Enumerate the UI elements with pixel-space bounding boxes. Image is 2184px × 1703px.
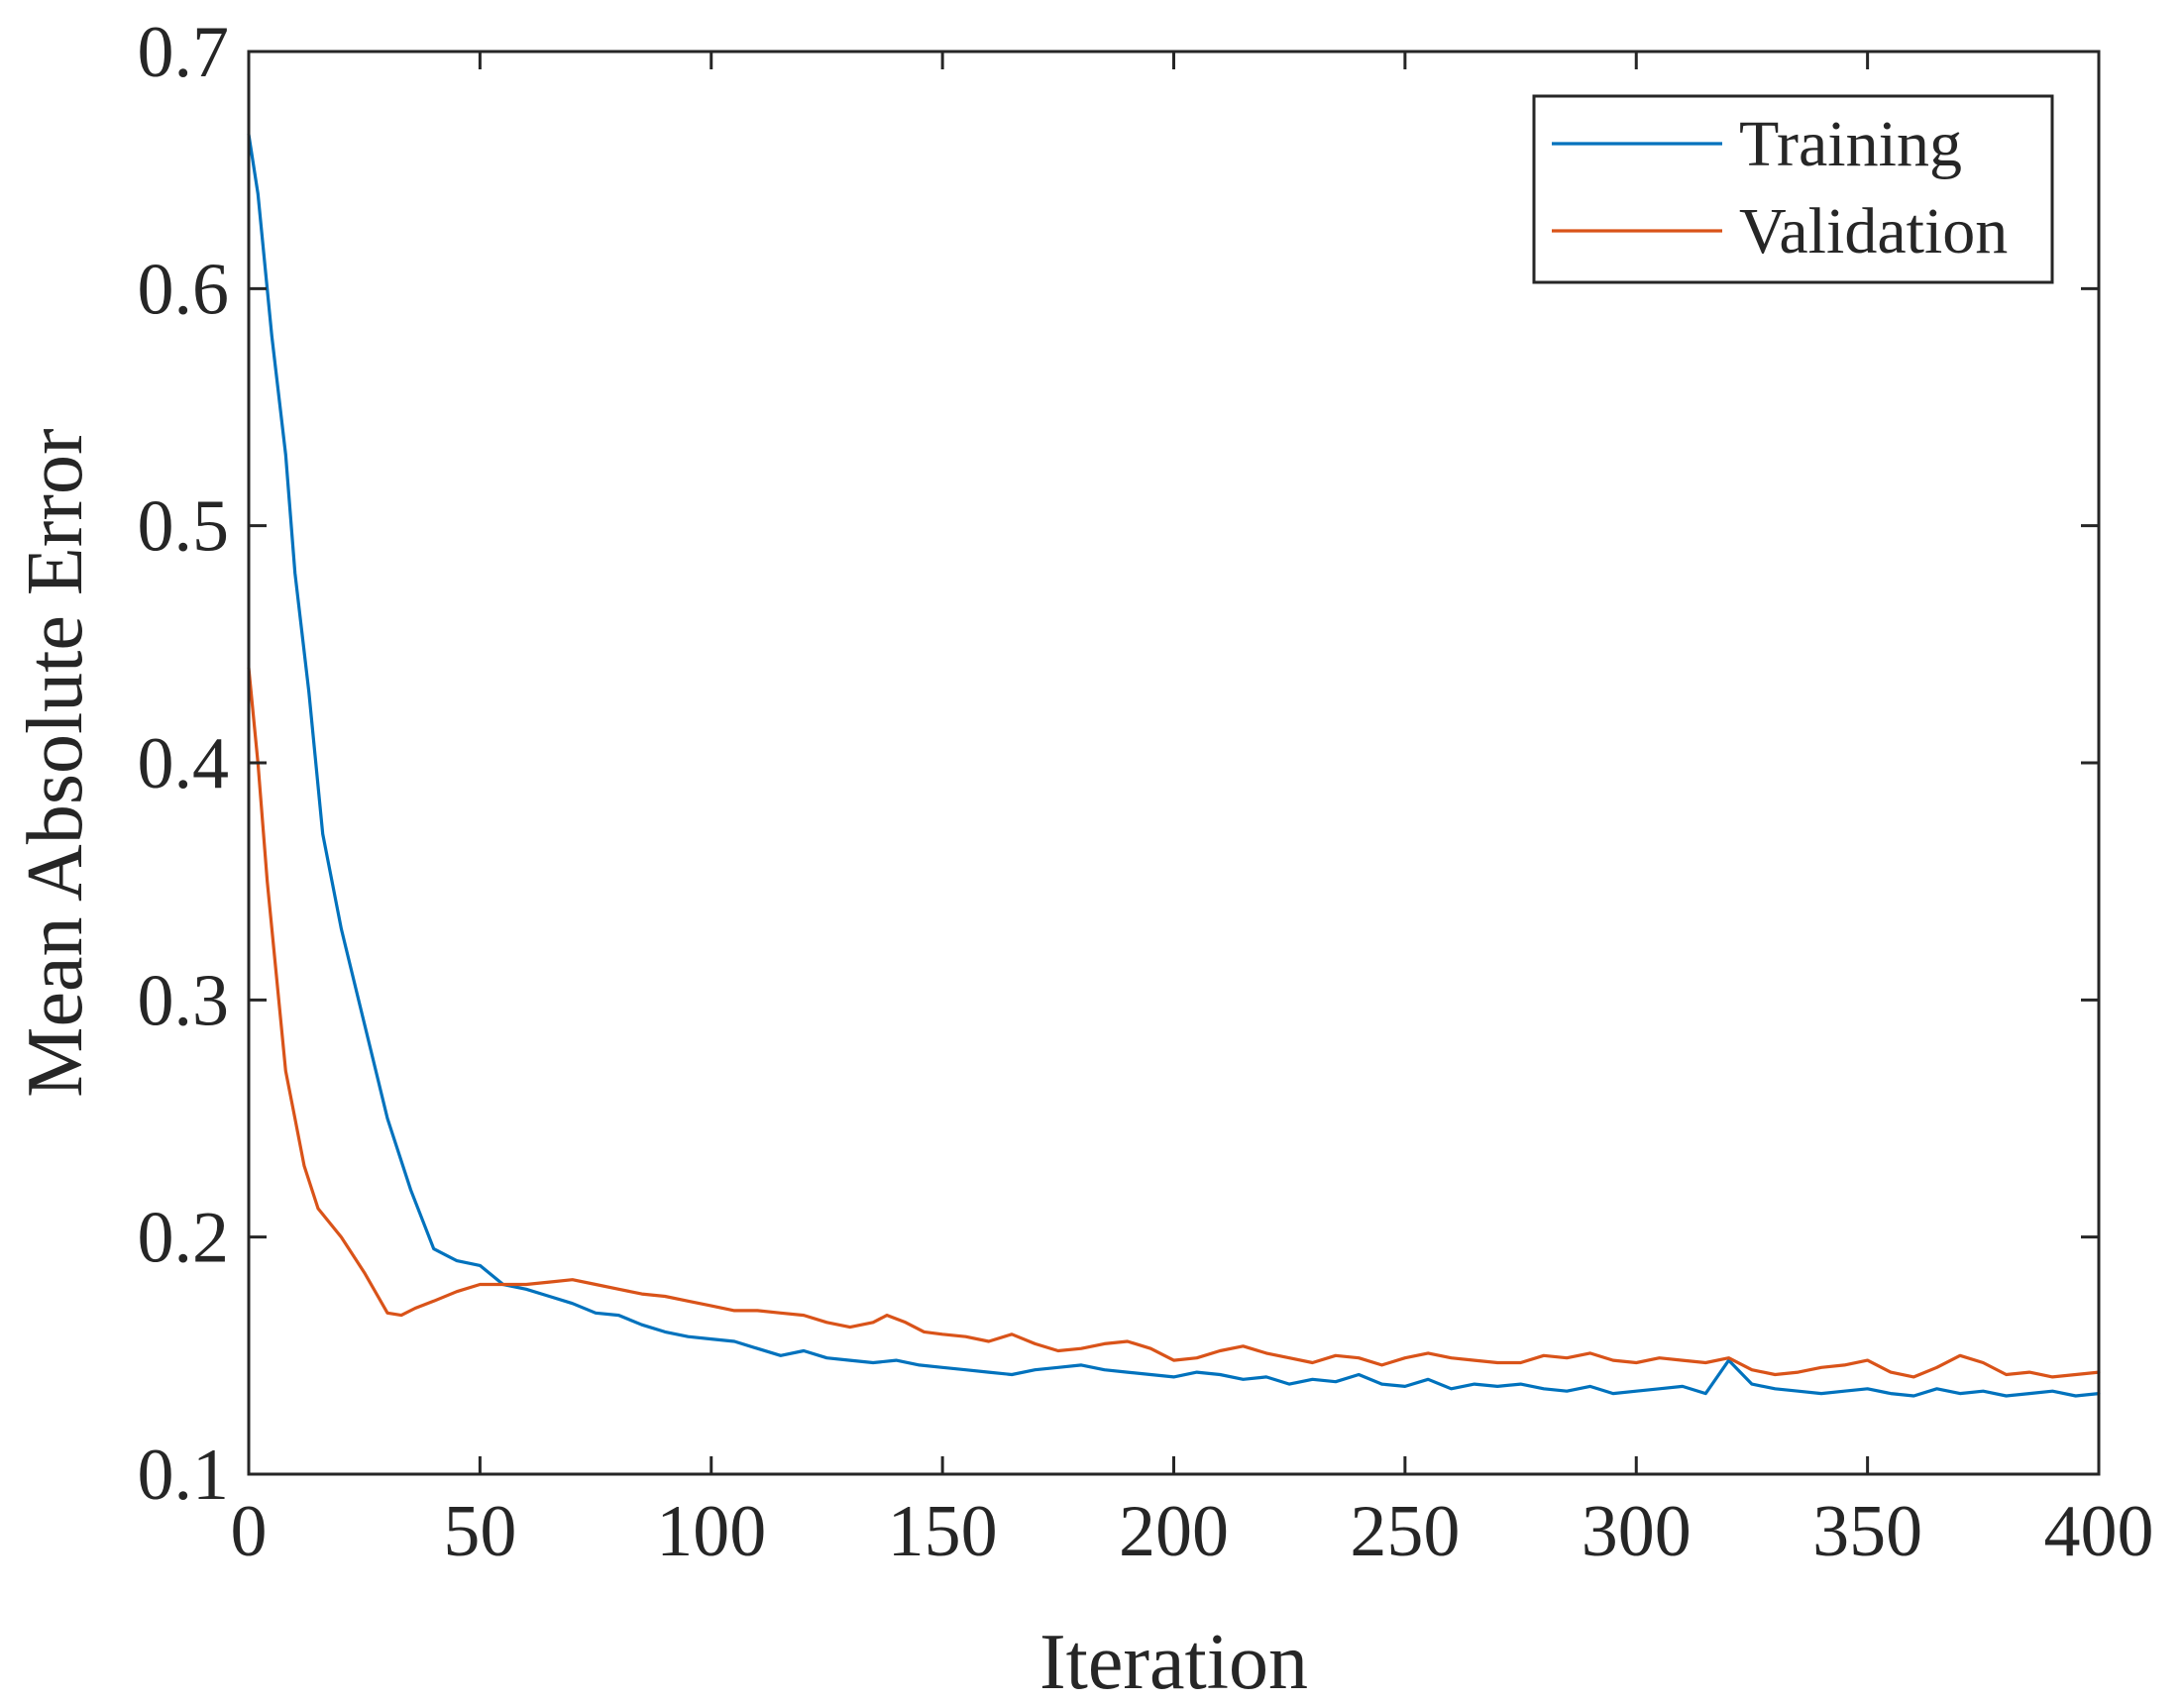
x-tick-label: 50 [443, 1491, 516, 1572]
series-line-training [247, 133, 2101, 1398]
x-tick-label: 250 [1350, 1491, 1460, 1572]
legend-label-validation: Validation [1739, 195, 2008, 267]
axes-box [247, 50, 2101, 1476]
series-line-validation [247, 666, 2101, 1379]
x-tick-label: 100 [656, 1491, 766, 1572]
legend-label-training: Training [1739, 108, 1962, 180]
y-tick-label: 0.7 [138, 12, 230, 93]
legend: Training Validation [1532, 94, 2054, 284]
x-tick-labels: 0 50 100 150 200 250 300 350 400 [231, 1491, 2154, 1572]
x-tick-label: 300 [1582, 1491, 1692, 1572]
y-tick-label: 0.3 [138, 960, 230, 1041]
y-tick-label: 0.4 [138, 723, 230, 804]
y-axis-title: Mean Absolute Error [12, 428, 99, 1097]
y-tick-label: 0.1 [138, 1435, 230, 1516]
x-tick-label: 150 [888, 1491, 998, 1572]
x-axis-title: Iteration [1039, 1619, 1308, 1703]
y-tick-label: 0.5 [138, 486, 230, 568]
legend-box [1532, 94, 2054, 284]
y-tick-label: 0.6 [138, 249, 230, 330]
x-tick-label: 350 [1812, 1491, 1922, 1572]
y-tick-label: 0.2 [138, 1198, 230, 1279]
plot-series [247, 133, 2101, 1398]
x-tick-label: 0 [231, 1491, 268, 1572]
x-tick-label: 400 [2044, 1491, 2154, 1572]
y-tick-labels: 0.1 0.2 0.3 0.4 0.5 0.6 0.7 [138, 12, 230, 1516]
x-tick-label: 200 [1119, 1491, 1229, 1572]
